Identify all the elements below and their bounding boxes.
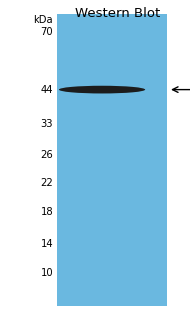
Ellipse shape [59,86,145,94]
Text: Western Blot: Western Blot [75,7,160,20]
Text: 44: 44 [41,85,53,95]
Text: 26: 26 [40,150,53,160]
Text: 22: 22 [40,178,53,188]
Bar [57,14,167,306]
Text: 33: 33 [41,119,53,129]
Text: 70: 70 [41,28,53,37]
Text: 10: 10 [41,268,53,277]
Text: 18: 18 [41,207,53,217]
Text: kDa: kDa [34,15,53,25]
Text: 14: 14 [41,239,53,249]
